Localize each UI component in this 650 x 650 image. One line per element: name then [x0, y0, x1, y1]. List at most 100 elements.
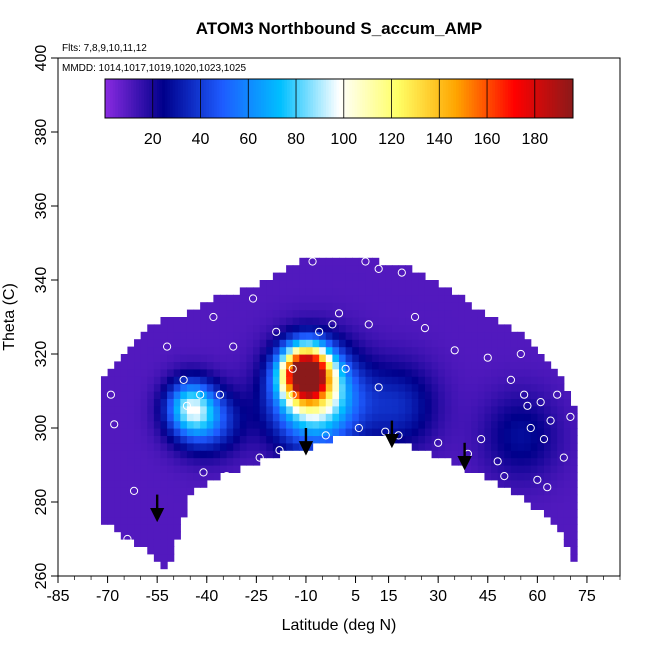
heatmap-cell [120, 516, 129, 525]
heatmap-cell [378, 272, 386, 281]
heatmap-cell [537, 502, 545, 510]
heatmap-cell [219, 442, 228, 451]
heatmap-cell [405, 398, 413, 407]
heatmap-cell [259, 339, 267, 348]
heatmap-cell [484, 405, 492, 414]
heatmap-cell [451, 420, 459, 429]
colorbar-segment [492, 79, 496, 118]
x-tick-label: -85 [46, 588, 69, 605]
heatmap-field [100, 257, 578, 570]
heatmap-cell [206, 465, 214, 473]
heatmap-cell [339, 354, 347, 362]
heatmap-cell [418, 413, 426, 422]
observation-point [341, 364, 350, 373]
heatmap-cell [127, 405, 135, 414]
heatmap-cell [173, 391, 181, 399]
heatmap-cell [259, 294, 267, 303]
colorbar-segment [167, 79, 171, 118]
heatmap-cell [325, 339, 333, 348]
colorbar-segment [175, 79, 179, 118]
heatmap-cell [259, 435, 267, 444]
heatmap-cell [226, 428, 234, 436]
heatmap-cell [173, 331, 181, 340]
heatmap-cell [180, 450, 188, 459]
heatmap-cell [286, 346, 294, 355]
colorbar-segment [482, 79, 486, 118]
heatmap-cell [431, 354, 439, 362]
heatmap-cell [305, 376, 314, 385]
heatmap-cell [438, 331, 446, 340]
heatmap-cell [385, 302, 393, 311]
heatmap-cell [332, 294, 340, 303]
colorbar-segment [393, 79, 397, 118]
colorbar-segment [214, 79, 218, 118]
heatmap-cell [134, 442, 142, 451]
heatmap-cell [272, 376, 281, 385]
heatmap-cell [424, 302, 433, 311]
heatmap-cell [424, 354, 433, 362]
heatmap-cell [319, 257, 327, 266]
heatmap-cell [543, 383, 552, 392]
colorbar-segment [474, 79, 478, 118]
heatmap-cell [431, 413, 439, 422]
heatmap-cell [497, 420, 505, 429]
heatmap-cell [391, 339, 400, 348]
heatmap-cell [378, 405, 386, 414]
heatmap-cell [239, 413, 248, 422]
heatmap-cell [180, 435, 188, 444]
heatmap-cell [200, 405, 208, 414]
heatmap-cell [120, 368, 129, 377]
heatmap-cell [134, 479, 142, 488]
heatmap-cell [418, 309, 426, 318]
heatmap-cell [530, 479, 538, 488]
heatmap-cell [147, 428, 155, 436]
heatmap-cell [510, 420, 519, 429]
heatmap-cell [339, 361, 347, 370]
heatmap-cell [147, 346, 155, 355]
heatmap-cell [405, 361, 413, 370]
heatmap-cell [180, 346, 188, 355]
heatmap-cell [253, 391, 261, 399]
heatmap-cell [286, 302, 294, 311]
heatmap-cell [305, 435, 314, 444]
heatmap-cell [557, 376, 565, 385]
colorbar-segment [497, 79, 501, 118]
heatmap-cell [134, 465, 142, 473]
heatmap-cell [253, 361, 261, 370]
y-tick-label: 340 [33, 267, 50, 294]
heatmap-cell [458, 294, 466, 303]
heatmap-cell [365, 405, 373, 414]
heatmap-cell [458, 420, 466, 429]
heatmap-cell [206, 420, 214, 429]
heatmap-cell [266, 331, 274, 340]
heatmap-cell [107, 405, 115, 414]
heatmap-cell [345, 391, 353, 399]
colorbar-segment [224, 79, 228, 118]
colorbar-segment [133, 79, 137, 118]
heatmap-cell [563, 531, 572, 540]
heatmap-cell [372, 294, 380, 303]
heatmap-cell [504, 324, 512, 333]
heatmap-cell [120, 361, 129, 370]
heatmap-cell [497, 435, 505, 444]
heatmap-cell [438, 398, 446, 407]
heatmap-cell [213, 420, 221, 429]
heatmap-cell [193, 435, 201, 444]
observation-point [361, 257, 370, 266]
heatmap-cell [524, 435, 532, 444]
heatmap-cell [524, 472, 532, 481]
heatmap-cell [491, 383, 499, 392]
heatmap-cell [253, 287, 261, 296]
heatmap-cell [107, 442, 115, 451]
heatmap-cell [286, 405, 294, 414]
heatmap-cell [365, 302, 373, 311]
heatmap-cell [451, 405, 459, 414]
heatmap-cell [332, 302, 340, 311]
heatmap-cell [279, 413, 287, 422]
heatmap-cell [372, 265, 380, 274]
heatmap-cell [444, 398, 452, 407]
heatmap-cell [180, 383, 188, 392]
heatmap-cell [173, 494, 181, 503]
observation-point [321, 431, 330, 440]
heatmap-cell [543, 472, 552, 481]
